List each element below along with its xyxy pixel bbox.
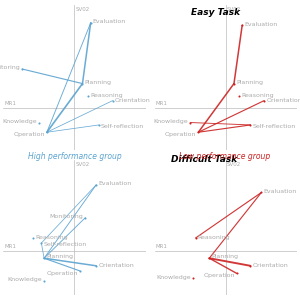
Text: Knowledge: Knowledge	[156, 275, 191, 280]
Text: Knowledge: Knowledge	[153, 119, 188, 124]
Text: Difficult Task: Difficult Task	[171, 155, 237, 164]
Text: Evaluation: Evaluation	[244, 22, 278, 26]
Text: Evaluation: Evaluation	[263, 189, 297, 194]
Text: MR1: MR1	[156, 101, 168, 106]
Text: MR1: MR1	[4, 244, 16, 249]
Text: Reasoning: Reasoning	[198, 236, 230, 240]
Text: Reasoning: Reasoning	[242, 93, 274, 98]
Text: SV02: SV02	[76, 7, 90, 12]
Text: Knowledge: Knowledge	[2, 119, 37, 124]
Text: Operation: Operation	[203, 273, 235, 278]
Text: Evaluation: Evaluation	[98, 181, 131, 186]
Text: Operation: Operation	[13, 132, 45, 137]
Text: Operation: Operation	[46, 271, 78, 276]
Text: MR1: MR1	[156, 244, 168, 249]
Text: Orientation: Orientation	[115, 98, 150, 103]
Text: Self-reflection: Self-reflection	[253, 124, 296, 129]
Text: Planning: Planning	[85, 80, 112, 85]
Text: Orientation: Orientation	[266, 98, 300, 103]
Text: Evaluation: Evaluation	[93, 19, 126, 24]
Text: SV02: SV02	[76, 162, 90, 167]
Text: Reasoning: Reasoning	[35, 236, 68, 240]
Text: Planning: Planning	[212, 254, 239, 259]
Text: SV02: SV02	[227, 162, 242, 167]
Text: Easy Task: Easy Task	[191, 8, 241, 17]
Text: Knowledge: Knowledge	[8, 277, 42, 282]
Text: Self-reflection: Self-reflection	[101, 124, 144, 129]
Text: Operation: Operation	[165, 132, 196, 137]
Text: Reasoning: Reasoning	[90, 93, 123, 98]
Text: Planning: Planning	[46, 254, 73, 259]
Text: MR1: MR1	[4, 101, 16, 106]
Text: Planning: Planning	[236, 80, 263, 85]
Text: Orientation: Orientation	[253, 263, 288, 268]
Text: Monitoring: Monitoring	[50, 214, 83, 219]
Text: High performance group: High performance group	[28, 152, 122, 161]
Text: SV02: SV02	[227, 7, 242, 12]
Text: Low performance group: Low performance group	[179, 152, 271, 161]
Text: Monitoring: Monitoring	[0, 65, 20, 70]
Text: Self-reflection: Self-reflection	[44, 242, 87, 247]
Text: Orientation: Orientation	[98, 263, 134, 268]
